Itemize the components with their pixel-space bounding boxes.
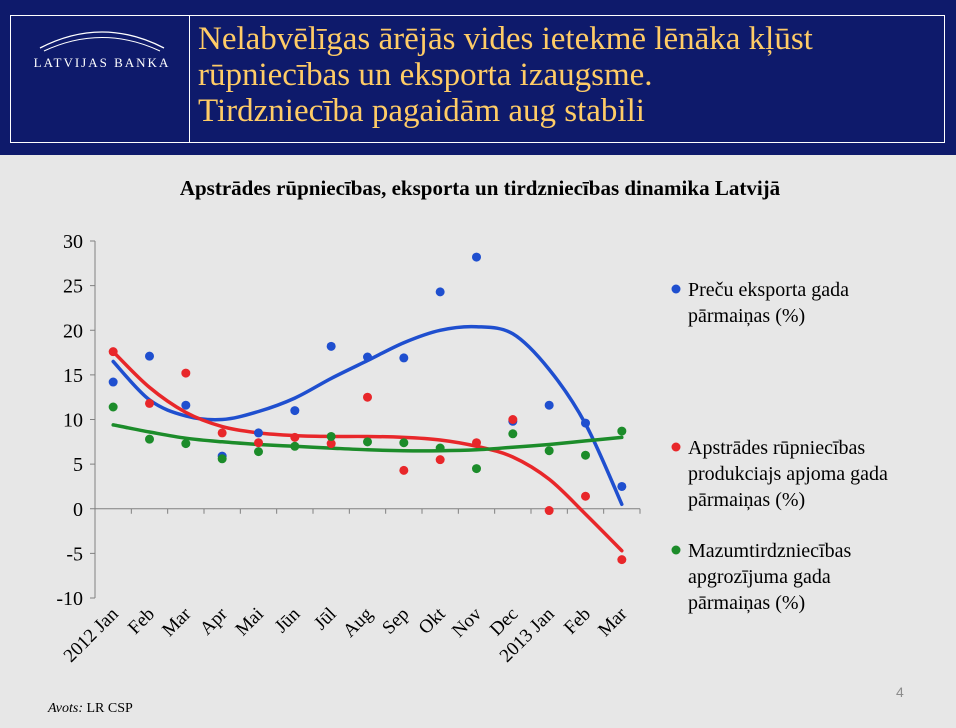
bank-logo-arc-icon [39,31,165,52]
x-tick-label: Apr [196,603,232,639]
chart-legend: Preču eksporta gada pārmaiņas (%) Apstrāde… [671,279,888,614]
data-point-series-3 [145,434,154,444]
data-point-series-2 [145,398,154,408]
data-point-series-2 [399,465,409,475]
y-tick-label: 20 [63,320,83,342]
data-point-series-3 [108,402,118,412]
legend-label-series-2: produkciajs apjoma gada [688,463,888,485]
data-point-series-3 [544,446,554,456]
data-point-series-3 [399,438,409,448]
data-point-series-2 [544,506,554,516]
legend-label-series-1: Preču eksporta gada [688,279,849,301]
chart: Apstrādes rūpniecības, eksporta un tirdz… [56,176,888,667]
y-tick-label: -5 [66,543,83,565]
x-tick-label: Mar [594,603,632,641]
legend-label-series-2: Apstrādes rūpniecības [688,437,865,459]
source-value: LR CSP [86,701,133,716]
data-point-series-1 [181,400,191,410]
data-points [108,252,627,565]
data-point-series-1 [254,428,263,438]
slide-title: Nelabvēlīgas ārējās vides ietekmē lēnāka… [198,21,938,129]
data-point-series-2 [326,439,336,449]
data-point-series-3 [435,443,445,453]
x-tick-label: Aug [339,603,377,641]
data-point-series-1 [472,252,481,262]
data-point-series-2 [254,438,263,448]
x-tick-label: Mai [232,604,268,640]
y-tick-label: -10 [56,588,83,610]
legend-marker-series-3 [671,545,681,555]
y-tick-label: 30 [63,231,83,253]
header-divider [189,15,190,143]
data-point-series-3 [254,447,263,457]
slide-title-line: rūpniecības un eksporta izaugsme. [198,57,653,93]
data-point-series-2 [581,491,590,501]
x-tick-label: Nov [448,603,486,641]
legend-label-series-3: pārmaiņas (%) [688,592,805,614]
source-label: Avots: [48,701,83,716]
data-point-series-3 [617,426,627,436]
x-tick-label: 2012 Jan [60,603,123,666]
logo-text: LATVIJAS BANKA [33,55,171,70]
slide-header: LATVIJAS BANKA Nelabvēlīgas ārējās vides… [0,0,956,155]
data-point-series-2 [217,428,227,438]
data-point-series-1 [581,418,590,428]
legend-marker-series-1 [671,284,681,294]
y-tick-label: 25 [63,276,83,298]
slide-title-line: Nelabvēlīgas ārējās vides ietekmē lēnāka… [198,21,813,57]
slide-number: 4 [896,684,904,700]
data-point-series-2 [472,438,481,448]
trend-line-series-2 [111,349,624,553]
x-tick-label: Feb [124,604,159,639]
data-point-series-3 [326,431,336,441]
data-point-series-3 [581,450,590,460]
x-tick-label: Jūl [310,604,341,635]
data-point-series-3 [508,429,518,439]
data-point-series-3 [217,454,227,464]
data-point-series-2 [290,432,300,442]
data-point-series-3 [363,437,372,447]
legend-label-series-3: Mazumtirdzniecības [688,540,851,562]
slide-title-line: Tirdzniecība pagaidām aug stabili [198,93,645,129]
data-point-series-2 [108,347,118,357]
x-tick-label: Feb [560,604,595,639]
data-point-series-1 [435,287,445,297]
data-point-series-3 [472,464,481,474]
data-point-series-3 [181,439,191,449]
x-tick-label: Mar [158,603,196,641]
x-tick-label: Jūn [271,603,305,637]
header-frame [10,15,945,143]
data-point-series-1 [108,377,118,387]
data-point-series-1 [544,400,554,410]
source-note: Avots: LR CSP [48,701,133,717]
data-point-series-1 [326,341,336,351]
data-point-series-1 [290,406,300,416]
data-point-series-1 [399,353,409,363]
x-tick-label: Sep [378,604,413,639]
y-tick-label: 0 [73,499,83,521]
trend-line-series-3 [111,423,624,453]
y-tick-label: 10 [63,410,83,432]
data-point-series-2 [363,392,372,402]
data-point-series-2 [508,415,518,424]
data-point-series-1 [363,352,372,362]
data-point-series-1 [617,481,627,491]
data-point-series-3 [290,441,300,451]
legend-marker-series-2 [671,442,681,452]
y-tick-label: 15 [63,365,83,387]
y-tick-label: 5 [73,454,83,476]
data-point-series-2 [181,368,191,378]
legend-label-series-1: pārmaiņas (%) [688,305,805,327]
chart-title: Apstrādes rūpniecības, eksporta un tirdz… [180,176,781,200]
data-point-series-2 [435,455,445,465]
x-tick-label: Okt [415,603,451,639]
data-point-series-2 [617,555,627,565]
legend-label-series-2: pārmaiņas (%) [688,489,805,511]
data-point-series-1 [145,351,154,361]
legend-label-series-3: apgrozījuma gada [688,566,831,588]
